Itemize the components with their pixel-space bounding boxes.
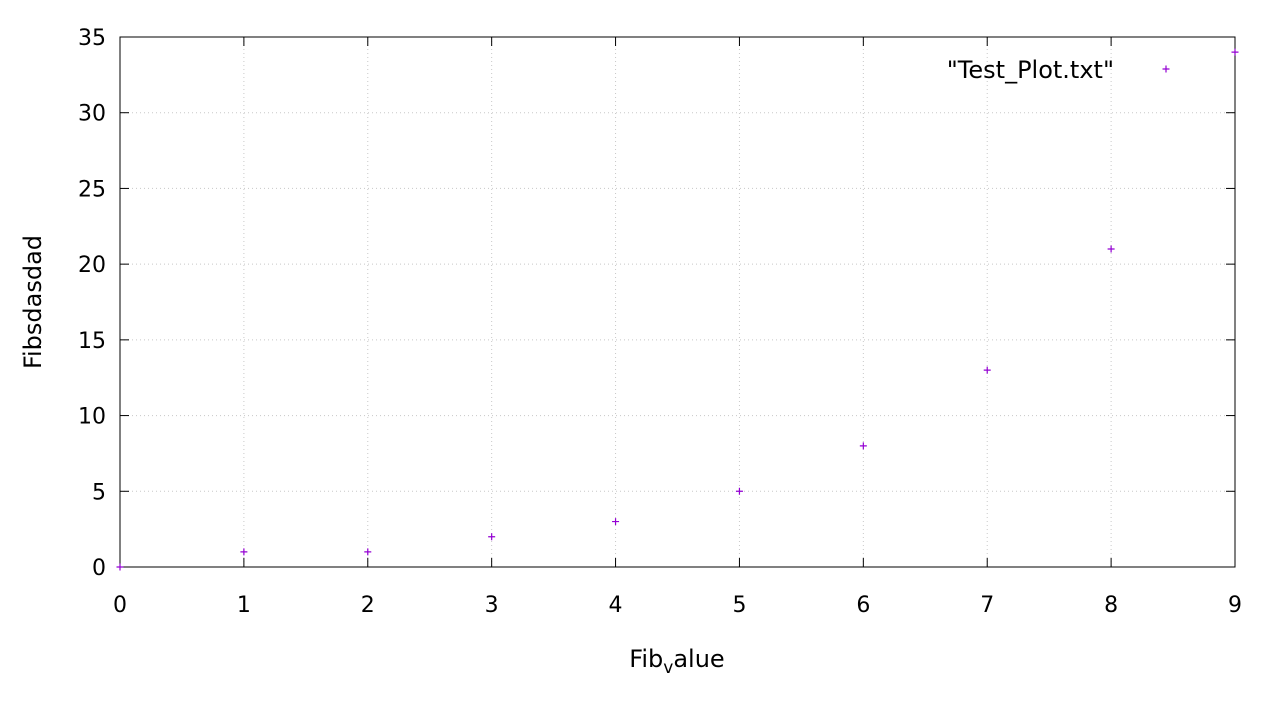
- plot-frame: [119, 36, 1236, 568]
- data-point: [612, 518, 620, 526]
- y-tick-label: 35: [78, 26, 106, 51]
- x-axis-label: Fibvalue: [629, 645, 724, 678]
- y-tick-label: 20: [78, 253, 106, 278]
- data-point: [488, 533, 496, 541]
- x-tick-label: 6: [856, 593, 870, 618]
- y-tick-label: 15: [78, 329, 106, 354]
- data-point: [364, 548, 372, 556]
- grid: [120, 37, 1235, 567]
- y-tick-label: 0: [92, 556, 106, 581]
- legend-entry-label: "Test_Plot.txt": [947, 56, 1114, 84]
- y-tick-label: 5: [92, 480, 106, 505]
- legend-marker-symbol: [1162, 65, 1170, 73]
- data-point: [983, 366, 991, 374]
- y-tick-label: 30: [78, 102, 106, 127]
- legend-marker: [1162, 65, 1170, 73]
- axis-ticks: [119, 36, 1236, 568]
- x-tick-label: 2: [361, 593, 375, 618]
- y-axis-label: Fibsdasdad: [19, 235, 47, 369]
- x-tick-label: 3: [485, 593, 499, 618]
- data-point: [735, 487, 743, 495]
- data-point: [1231, 48, 1239, 56]
- x-axis-label-subscript: v: [663, 658, 673, 678]
- data-point: [859, 442, 867, 450]
- y-tick-label: 25: [78, 177, 106, 202]
- x-axis-label-main: Fib: [629, 645, 663, 673]
- x-tick-labels: 0 1 2 3 4 5 6 7 8 9: [113, 593, 1242, 618]
- x-tick-label: 7: [980, 593, 994, 618]
- data-points: [116, 48, 1239, 571]
- legend: "Test_Plot.txt": [947, 56, 1170, 84]
- x-axis-label-rest: alue: [673, 645, 724, 673]
- y-tick-label: 10: [78, 405, 106, 430]
- x-tick-label: 0: [113, 593, 127, 618]
- y-tick-labels: 0 5 10 15 20 25 30 35: [78, 26, 106, 581]
- x-tick-label: 8: [1104, 593, 1118, 618]
- x-tick-label: 9: [1228, 593, 1242, 618]
- data-point: [116, 563, 124, 571]
- x-tick-label: 4: [609, 593, 623, 618]
- data-point: [240, 548, 248, 556]
- x-tick-label: 5: [732, 593, 746, 618]
- x-tick-label: 1: [237, 593, 251, 618]
- data-point: [1107, 245, 1115, 253]
